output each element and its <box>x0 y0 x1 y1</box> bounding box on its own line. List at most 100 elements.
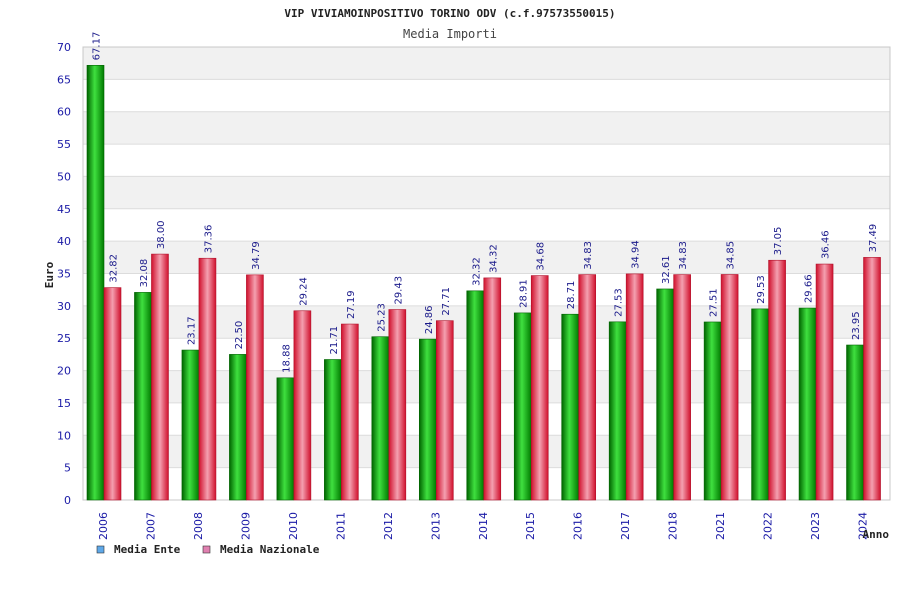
bar-value-label: 29.24 <box>298 277 309 306</box>
y-tick-label: 20 <box>57 365 71 378</box>
bar-value-label: 37.36 <box>203 225 214 254</box>
y-tick-label: 45 <box>57 203 71 216</box>
bar-media-ente <box>608 321 627 501</box>
y-tick-label: 70 <box>57 41 71 54</box>
bar-value-label: 27.19 <box>346 290 357 319</box>
x-tick-label: 2015 <box>524 512 537 540</box>
y-tick-label: 30 <box>57 300 71 313</box>
bar-value-label: 34.83 <box>678 241 689 270</box>
bar-value-label: 23.95 <box>851 311 862 340</box>
bar-media-nazionale <box>815 263 834 501</box>
bar-value-label: 34.79 <box>251 241 262 270</box>
x-tick-label: 2006 <box>97 512 110 540</box>
legend-swatch-media-nazionale <box>202 545 211 554</box>
x-axis-label: Anno <box>863 528 890 541</box>
y-tick-label: 15 <box>57 397 71 410</box>
bar-value-label: 24.86 <box>424 305 435 334</box>
grid-band <box>83 144 890 177</box>
bar-media-ente <box>798 307 817 501</box>
bar-value-label: 32.82 <box>109 254 120 283</box>
bar-value-label: 32.61 <box>661 255 672 284</box>
bar-media-ente <box>513 312 532 501</box>
bar-media-nazionale <box>103 287 122 501</box>
y-tick-label: 5 <box>64 462 71 475</box>
x-tick-label: 2016 <box>572 512 585 540</box>
y-tick-label: 25 <box>57 332 71 345</box>
bar-media-nazionale <box>625 273 644 501</box>
x-tick-label: 2024 <box>857 512 870 540</box>
y-tick-label: 60 <box>57 106 71 119</box>
bar-value-label: 36.46 <box>821 230 832 259</box>
bar-media-ente <box>466 290 485 501</box>
y-tick-label: 50 <box>57 170 71 183</box>
y-axis-label: Euro <box>43 261 56 288</box>
bar-value-label: 29.53 <box>756 275 767 304</box>
bar-media-nazionale <box>530 275 549 501</box>
bar-media-nazionale <box>198 257 217 501</box>
bar-media-nazionale <box>578 274 597 501</box>
y-tick-label: 40 <box>57 235 71 248</box>
bar-media-ente <box>181 349 200 501</box>
x-tick-label: 2011 <box>334 512 347 540</box>
bar-value-label: 21.71 <box>329 326 340 355</box>
legend-label-media-nazionale: Media Nazionale <box>220 543 320 556</box>
bar-media-ente <box>371 336 390 501</box>
bar-media-nazionale <box>863 257 881 501</box>
x-tick-label: 2012 <box>382 512 395 540</box>
chart-title: VIP VIVIAMOINPOSITIVO TORINO ODV (c.f.97… <box>284 7 615 20</box>
y-tick-label: 35 <box>57 268 71 281</box>
bar-media-nazionale <box>341 323 359 501</box>
bar-media-ente <box>751 308 769 501</box>
bar-media-ente <box>846 344 864 501</box>
bar-media-nazionale <box>768 259 786 501</box>
bar-value-label: 37.05 <box>773 227 784 256</box>
y-tick-label: 55 <box>57 138 71 151</box>
bar-value-label: 38.00 <box>156 220 167 249</box>
x-tick-label: 2018 <box>667 512 680 540</box>
grid-band <box>83 79 890 112</box>
grid-band <box>83 111 890 145</box>
bar-media-nazionale <box>435 320 454 501</box>
bar-value-label: 37.49 <box>868 224 879 253</box>
bar-value-label: 27.53 <box>614 288 625 317</box>
bar-media-ente <box>418 338 437 501</box>
chart-subtitle: Media Importi <box>403 27 497 41</box>
x-tick-label: 2010 <box>287 512 300 540</box>
bar-value-label: 34.83 <box>583 241 594 270</box>
bar-media-nazionale <box>246 274 264 501</box>
bar-value-label: 34.94 <box>631 240 642 269</box>
bar-value-label: 29.43 <box>393 276 404 305</box>
bar-media-nazionale <box>388 309 407 501</box>
bars: 67.17 32.82 32.08 38.00 23.17 37.36 22.50 34.79… <box>86 32 881 501</box>
bar-value-label: 28.71 <box>566 281 577 310</box>
bar-value-label: 34.85 <box>726 241 737 270</box>
legend-label-media-ente: Media Ente <box>114 543 181 556</box>
bar-media-ente <box>86 65 105 501</box>
y-tick-label: 0 <box>64 494 71 507</box>
bar-media-ente <box>229 354 247 501</box>
bar-media-ente <box>656 288 674 501</box>
bar-value-label: 67.17 <box>92 32 103 61</box>
legend: Media Ente Media Nazionale <box>96 543 320 556</box>
bar-value-label: 27.51 <box>709 288 720 317</box>
bar-media-ente <box>134 292 152 501</box>
bar-value-label: 22.50 <box>234 321 245 350</box>
y-axis: 0 5 10 15 20 25 30 35 40 45 50 55 60 65 70 <box>57 41 71 507</box>
bar-value-label: 27.71 <box>441 287 452 316</box>
x-tick-label: 2023 <box>809 512 822 540</box>
bar-media-nazionale <box>483 277 502 501</box>
x-tick-label: 2009 <box>239 512 252 540</box>
x-tick-label: 2017 <box>619 512 632 540</box>
x-tick-label: 2021 <box>714 512 727 540</box>
bar-value-label: 34.32 <box>488 244 499 273</box>
y-tick-label: 10 <box>57 429 71 442</box>
bar-media-ente <box>324 359 342 501</box>
x-tick-label: 2013 <box>429 512 442 540</box>
bar-value-label: 34.68 <box>536 242 547 271</box>
bar-value-label: 29.66 <box>804 274 815 303</box>
x-axis: 2006 2007 2008 2009 2010 2011 2012 2013 2014 2015… <box>97 512 870 540</box>
bar-value-label: 32.32 <box>471 257 482 286</box>
grid-band <box>83 47 890 80</box>
grid-band <box>83 208 890 242</box>
